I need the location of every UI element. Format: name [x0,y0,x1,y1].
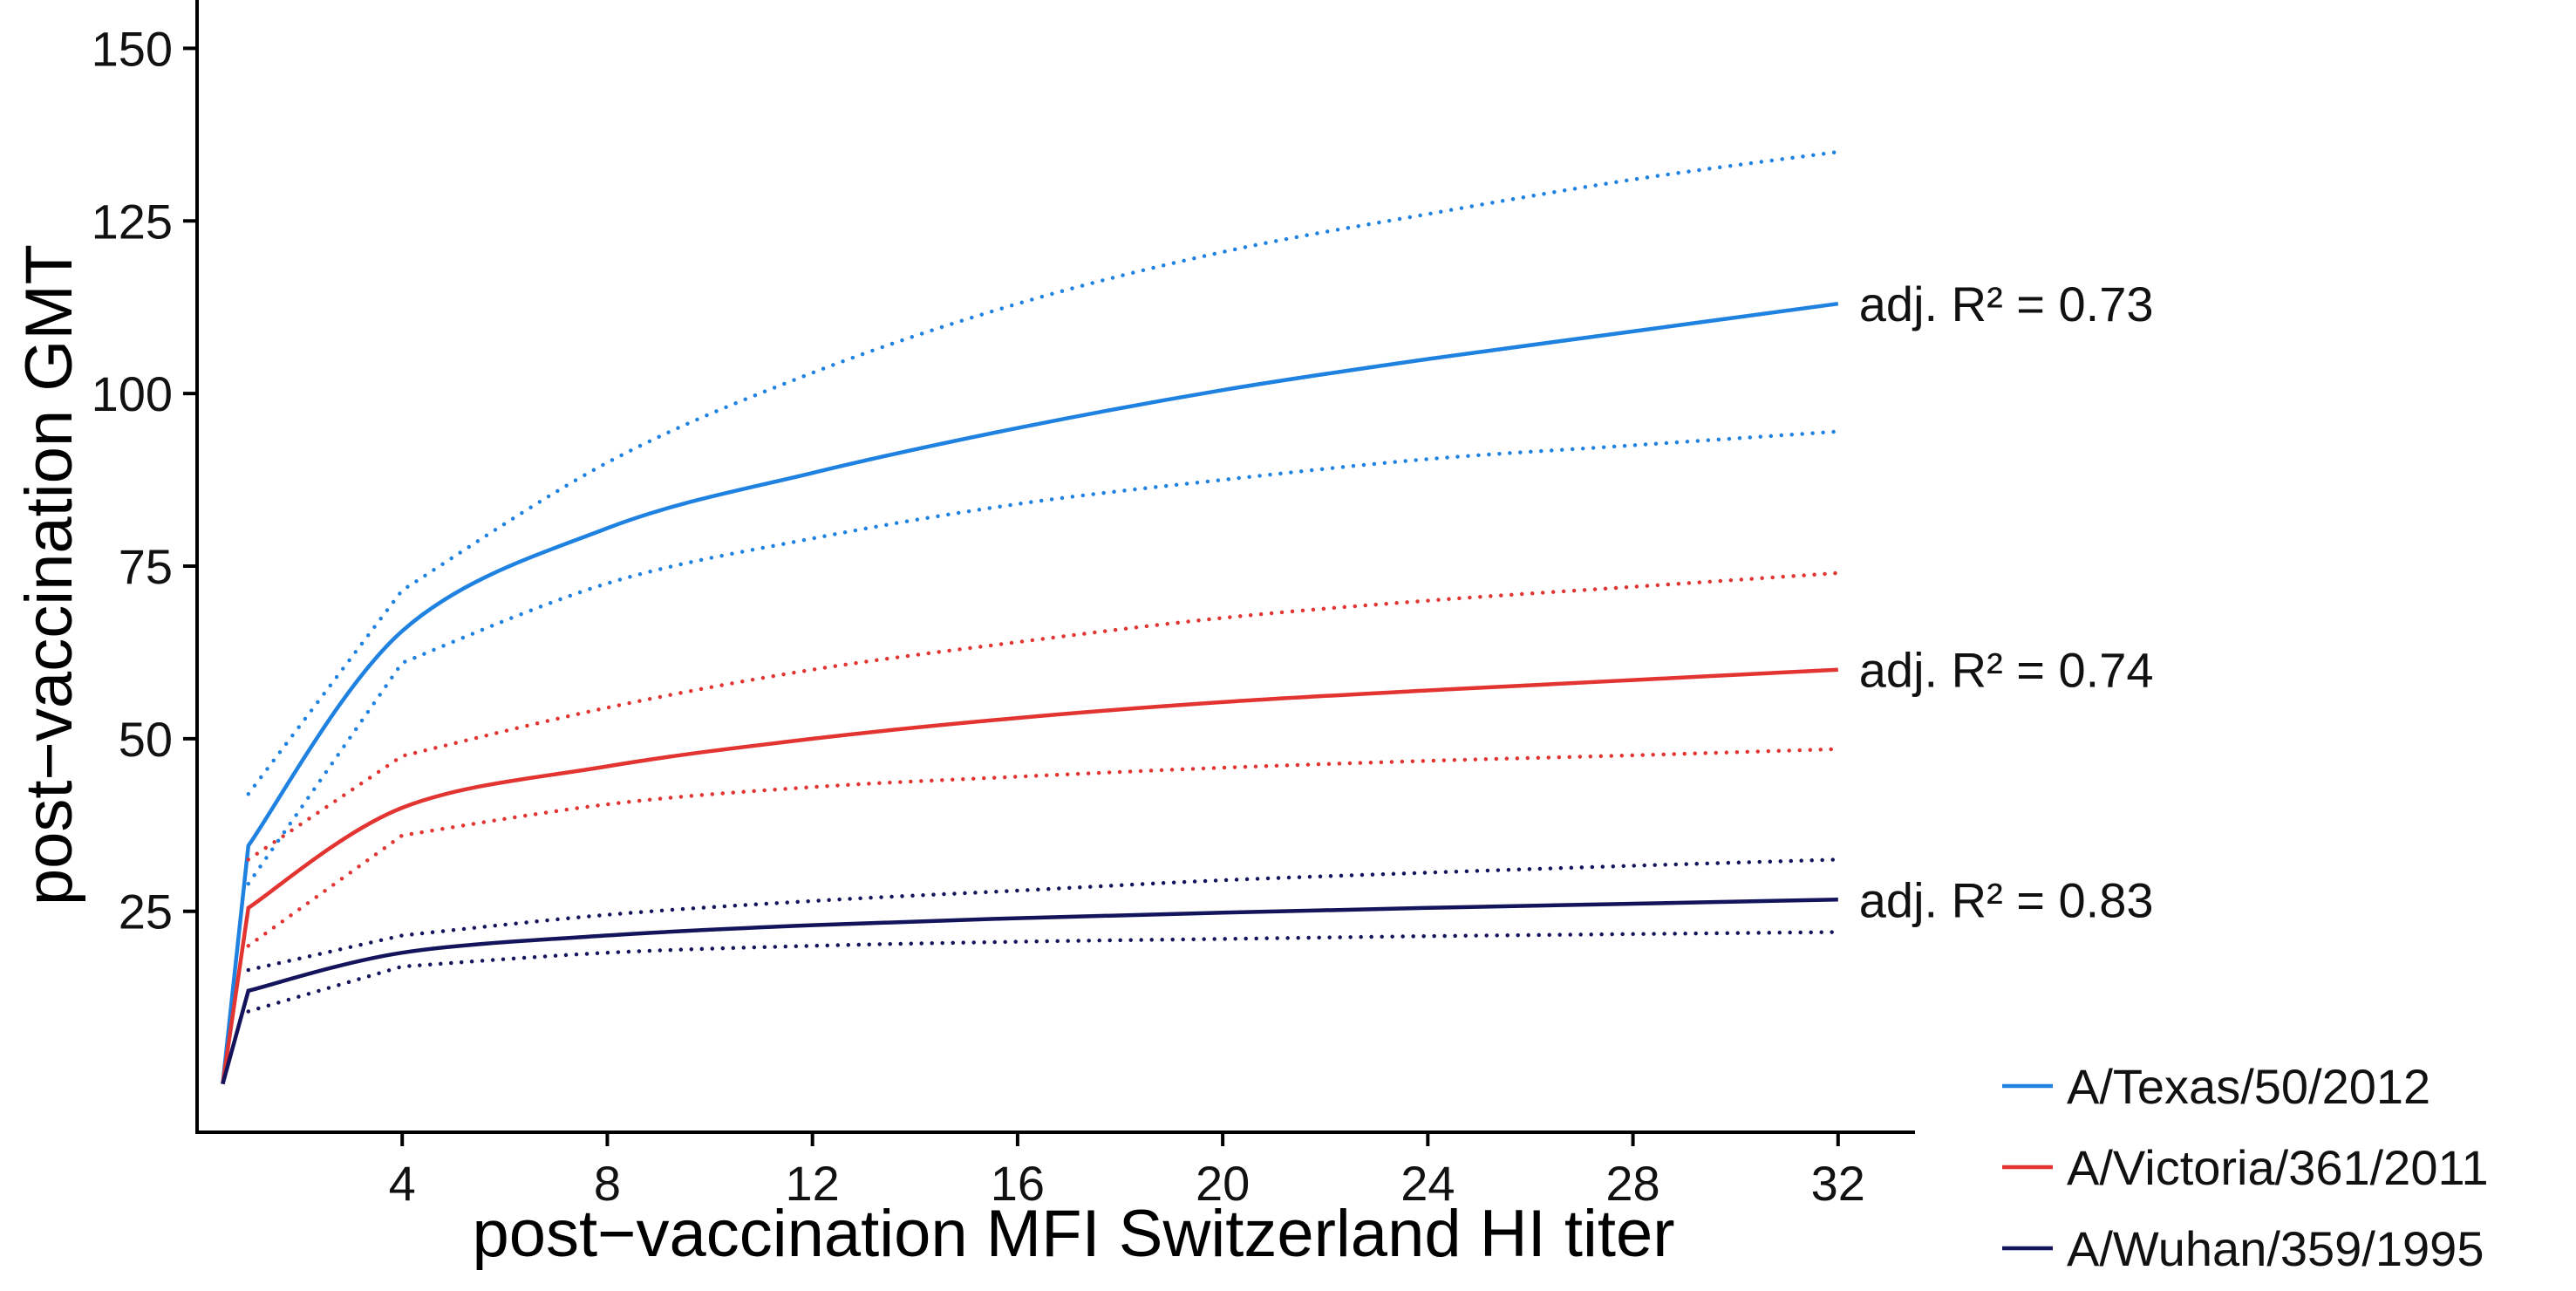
x-tick-label: 28 [1605,1156,1659,1211]
y-tick-label: 100 [92,366,173,421]
y-tick-label: 25 [119,885,173,939]
x-tick-label: 16 [991,1156,1045,1211]
x-tick-label: 20 [1196,1156,1250,1211]
ci-upper-line-a-texas-50-2012 [246,149,1841,796]
x-ticks: 4 8 12 16 20 24 28 32 [389,1132,1865,1211]
x-tick-label: 32 [1811,1156,1865,1211]
x-tick-label: 12 [786,1156,840,1211]
fit-line-a-wuhan-359-1995 [221,898,1838,1085]
y-ticks: 25 50 75 100 125 150 [92,21,197,939]
ci-upper-line-a-wuhan-359-1995 [246,857,1841,973]
annotation-layer: adj. R² = 0.73 adj. R² = 0.74 adj. R² = 0.… [1859,277,2154,927]
ci-upper-line-a-victoria-361-2011 [246,570,1841,862]
y-tick-label: 75 [119,539,173,594]
legend-label: A/Victoria/361/2011 [2067,1140,2489,1195]
legend: A/Texas/50/2012 A/Victoria/361/2011 A/Wuha… [2002,1059,2489,1276]
r2-annotation: adj. R² = 0.73 [1859,277,2154,331]
legend-item: A/Wuhan/359/1995 [2002,1221,2484,1276]
fit-line-a-texas-50-2012 [221,301,1839,1084]
r2-annotation: adj. R² = 0.83 [1859,872,2154,927]
y-tick-label: 125 [92,194,173,249]
x-tick-label: 8 [594,1156,621,1211]
ci-lower-line-a-texas-50-2012 [246,429,1841,886]
y-axis-title: post−vaccination GMT [12,244,86,905]
y-tick-label: 150 [92,21,173,76]
legend-item: A/Texas/50/2012 [2002,1059,2430,1114]
legend-item: A/Victoria/361/2011 [2002,1140,2489,1195]
legend-label: A/Wuhan/359/1995 [2067,1221,2484,1276]
r2-annotation: adj. R² = 0.74 [1859,643,2154,698]
x-tick-label: 4 [389,1156,416,1211]
x-tick-label: 24 [1400,1156,1455,1211]
series-layer [221,149,1841,1085]
legend-label: A/Texas/50/2012 [2067,1059,2430,1114]
y-tick-label: 50 [119,712,173,767]
fit-line-a-victoria-361-2011 [221,667,1838,1084]
x-axis-title: post−vaccination MFI Switzerland HI tite… [472,1197,1674,1271]
axes [195,0,1915,1134]
